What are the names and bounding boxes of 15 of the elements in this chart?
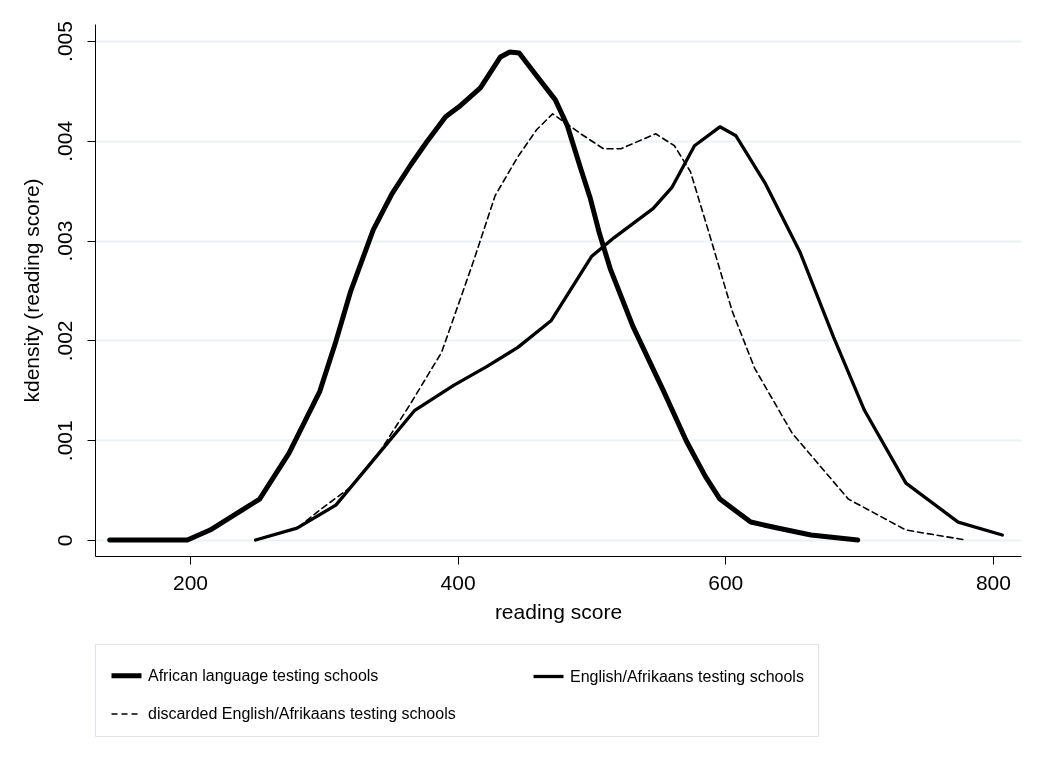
legend-label: English/Afrikaans testing schools [570,667,804,685]
x-axis-title: reading score [494,599,623,623]
y-tick-label: .001 [52,420,76,462]
x-tick-label: 200 [172,570,209,594]
y-axis-title: kdensity (reading score) [19,178,43,403]
legend-label: discarded English/Afrikaans testing schools [148,705,456,722]
x-tick-label: 600 [708,570,744,594]
x-tick-label: 400 [440,570,476,594]
y-tick-label: 0 [52,534,76,547]
y-tick-label: .005 [52,21,76,62]
y-tick-label: .002 [52,320,76,362]
y-tick-label: .004 [52,120,76,162]
y-tick-label: .003 [52,220,76,262]
x-tick-label: 800 [975,570,1011,594]
legend-label: African language testing schools [148,666,379,684]
